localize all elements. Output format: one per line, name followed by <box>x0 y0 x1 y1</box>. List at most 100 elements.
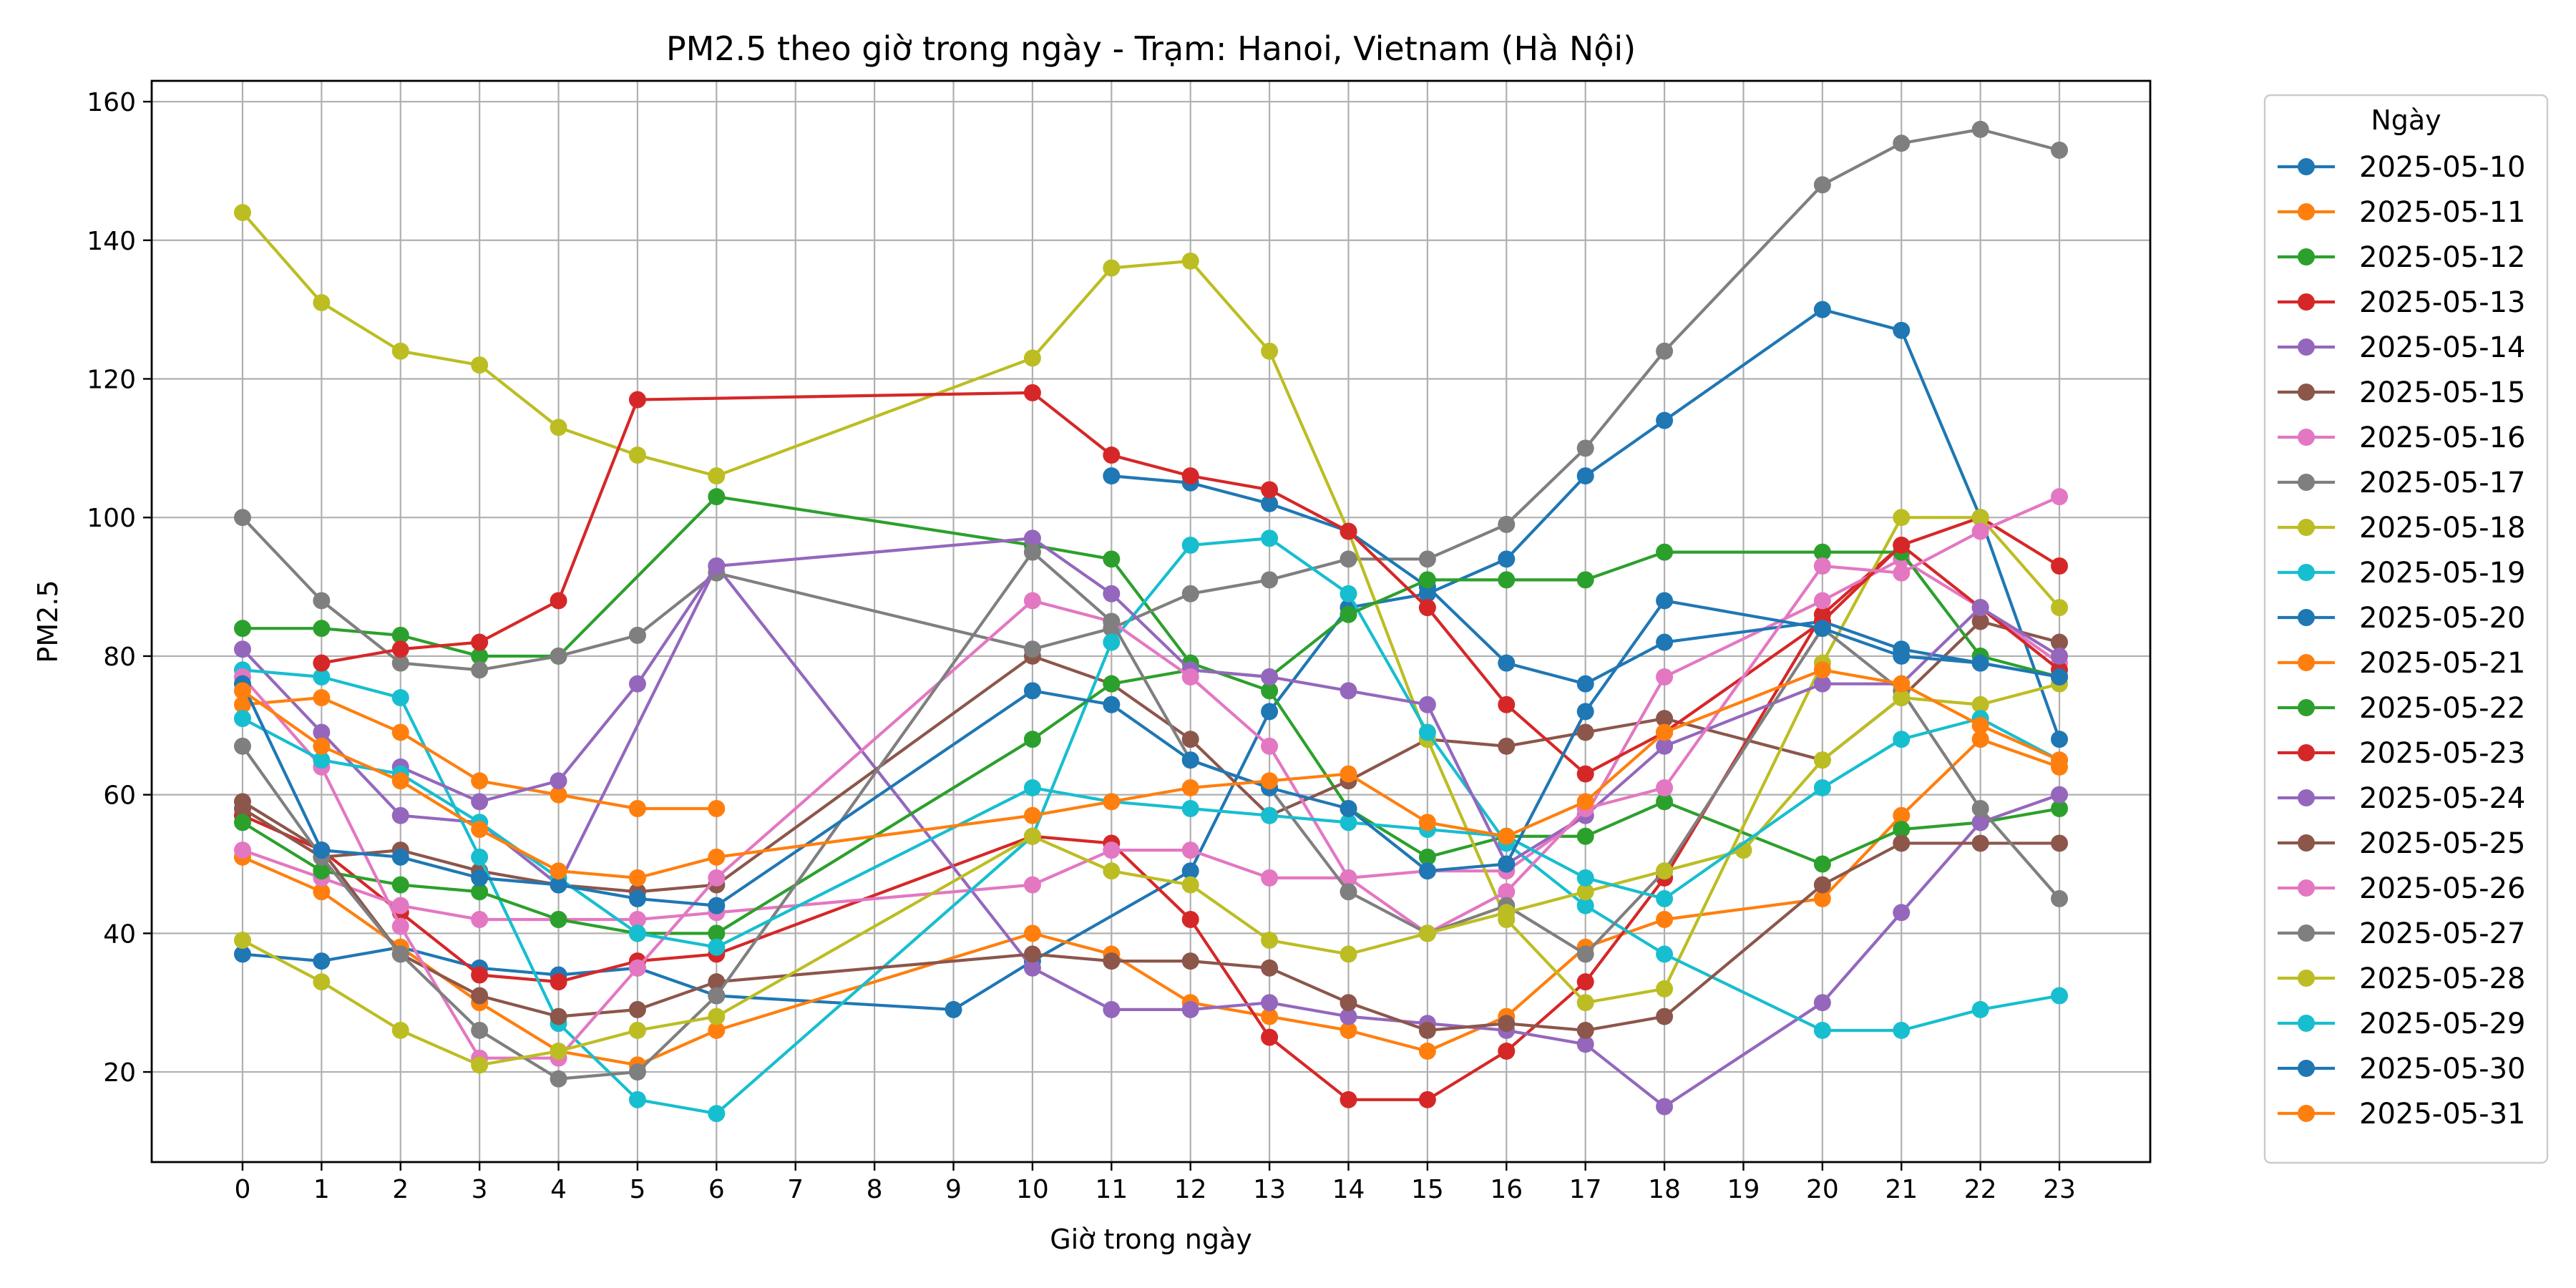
x-axis-label: Giờ trong ngày <box>1050 1224 1252 1255</box>
data-point <box>708 848 726 866</box>
data-point <box>1261 737 1279 755</box>
data-point <box>1103 467 1121 485</box>
data-point <box>1181 668 1199 686</box>
series-line <box>240 210 2062 1005</box>
data-point <box>1340 814 1357 831</box>
data-point <box>1023 876 1041 894</box>
data-point <box>1813 620 1831 638</box>
data-point <box>1023 827 1041 845</box>
data-point <box>2051 599 2069 617</box>
data-point <box>1971 120 1989 138</box>
data-point <box>708 1105 726 1123</box>
legend-item: 2025-05-23 <box>2278 737 2525 770</box>
data-point <box>233 204 251 222</box>
x-tick-label: 9 <box>945 1175 962 1204</box>
x-tick-label: 4 <box>550 1175 567 1204</box>
series-line <box>240 537 2062 1116</box>
data-point <box>1340 585 1357 602</box>
data-point <box>1261 1028 1279 1046</box>
data-point <box>233 509 251 527</box>
legend-item: 2025-05-14 <box>2278 331 2525 364</box>
data-point <box>1971 1000 1989 1018</box>
data-point <box>1498 1043 1516 1060</box>
data-point <box>1023 349 1041 367</box>
data-point <box>391 1021 409 1039</box>
data-point <box>1340 1091 1357 1108</box>
legend-item: 2025-05-15 <box>2278 376 2525 409</box>
data-point <box>391 640 409 658</box>
data-point <box>1576 994 1594 1012</box>
series-2025-05-28 <box>233 675 2069 1074</box>
data-point <box>233 696 251 713</box>
x-tick-label: 17 <box>1569 1175 1602 1204</box>
data-point <box>628 1021 646 1039</box>
data-point <box>628 1000 646 1018</box>
data-point <box>1893 731 1911 748</box>
legend-label: 2025-05-28 <box>2359 962 2525 995</box>
legend-item: 2025-05-12 <box>2278 241 2525 274</box>
data-point <box>471 883 489 901</box>
data-point <box>1813 1021 1831 1039</box>
data-point <box>628 924 646 942</box>
x-tick-label: 8 <box>867 1175 883 1204</box>
data-point <box>1103 793 1121 811</box>
data-point <box>1576 869 1594 887</box>
data-point <box>1576 703 1594 721</box>
data-point <box>550 876 567 894</box>
data-point <box>1023 806 1041 824</box>
legend-marker <box>2298 924 2315 942</box>
data-point <box>1498 855 1516 873</box>
data-point <box>1261 494 1279 512</box>
data-point <box>1181 862 1199 880</box>
data-point <box>1418 1091 1436 1108</box>
data-point <box>2051 647 2069 665</box>
data-point <box>1418 814 1436 831</box>
legend-marker <box>2298 429 2315 446</box>
data-point <box>1893 536 1911 554</box>
data-point <box>1261 703 1279 721</box>
data-point <box>1813 301 1831 318</box>
data-point <box>1576 723 1594 741</box>
data-point <box>1103 952 1121 970</box>
data-point <box>1340 945 1357 963</box>
data-point <box>1498 696 1516 713</box>
data-point <box>391 806 409 824</box>
data-point <box>1261 682 1279 700</box>
y-tick-label: 80 <box>103 643 136 672</box>
y-tick-label: 120 <box>87 365 136 394</box>
data-point <box>1656 1008 1674 1025</box>
data-point <box>2051 668 2069 686</box>
data-point <box>550 419 567 436</box>
legend-label: 2025-05-13 <box>2359 286 2525 319</box>
y-tick-label: 40 <box>103 919 136 949</box>
x-tick-label: 15 <box>1411 1175 1444 1204</box>
legend-label: 2025-05-24 <box>2359 782 2525 815</box>
data-point <box>1498 515 1516 533</box>
data-point <box>1576 571 1594 589</box>
legend-item: 2025-05-28 <box>2278 962 2525 995</box>
legend-marker <box>2298 474 2315 491</box>
data-point <box>628 1091 646 1108</box>
data-point <box>391 626 409 644</box>
series-line <box>240 738 2062 1067</box>
data-point <box>1893 806 1911 824</box>
data-point <box>1498 737 1516 755</box>
data-point <box>2051 633 2069 651</box>
data-point <box>1893 821 1911 839</box>
data-point <box>233 640 251 658</box>
data-point <box>391 723 409 741</box>
legend-label: 2025-05-29 <box>2359 1008 2525 1040</box>
data-point <box>391 848 409 866</box>
legend-title: Ngày <box>2371 104 2441 136</box>
legend-marker <box>2298 970 2315 987</box>
data-point <box>1971 522 1989 540</box>
data-point <box>233 710 251 728</box>
data-point <box>1418 696 1436 713</box>
data-point <box>1656 592 1674 610</box>
x-tick-label: 20 <box>1806 1175 1839 1204</box>
data-point <box>2051 834 2069 852</box>
legend-label: 2025-05-18 <box>2359 512 2525 545</box>
data-point <box>1181 910 1199 928</box>
data-point <box>1971 716 1989 734</box>
data-point <box>550 772 567 790</box>
